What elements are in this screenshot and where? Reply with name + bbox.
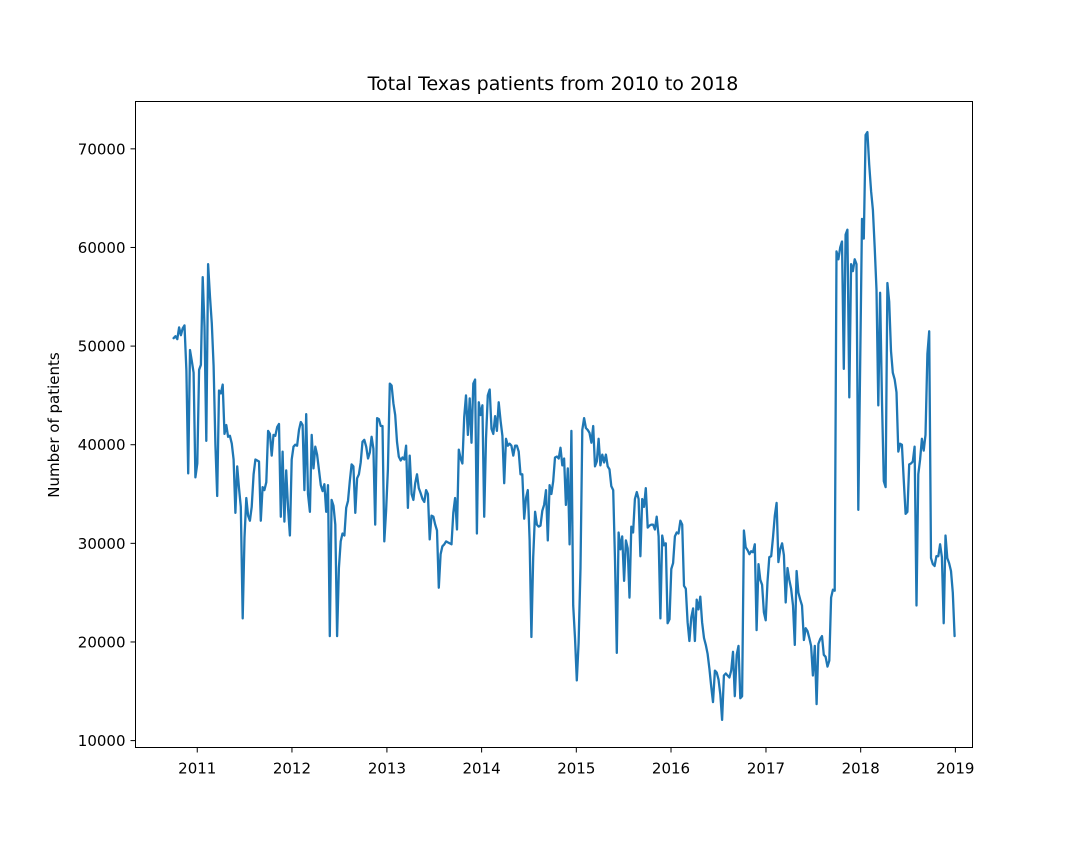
y-tick-label: 10000	[78, 732, 126, 750]
x-tick-label: 2013	[368, 760, 406, 778]
x-axis: 2011 2012 2013 2014 2015 2016 2017 2018 2019	[178, 747, 974, 778]
plot-frame	[135, 101, 973, 748]
x-tick-label: 2019	[936, 760, 974, 778]
series-line	[172, 130, 956, 722]
y-tick-label: 30000	[78, 535, 126, 553]
x-tick-label: 2014	[463, 760, 501, 778]
y-tick-label: 40000	[78, 436, 126, 454]
x-tick-label: 2012	[273, 760, 311, 778]
chart-title: Total Texas patients from 2010 to 2018	[367, 73, 739, 95]
y-tick-label: 60000	[78, 239, 126, 257]
y-axis: 10000 20000 30000 40000 50000 60000 70000	[78, 140, 136, 750]
y-tick-label: 50000	[78, 338, 126, 356]
x-tick-label: 2017	[747, 760, 785, 778]
y-axis-label: Number of patients	[45, 352, 63, 498]
x-tick-label: 2015	[557, 760, 595, 778]
x-tick-label: 2016	[652, 760, 690, 778]
x-tick-label: 2018	[842, 760, 880, 778]
y-tick-label: 70000	[78, 140, 126, 158]
y-tick-label: 20000	[78, 633, 126, 651]
x-tick-label: 2011	[178, 760, 216, 778]
